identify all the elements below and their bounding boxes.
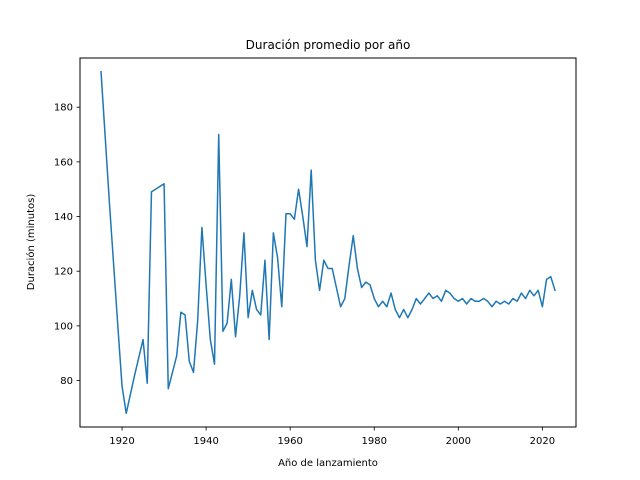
x-tick-label: 2000 [446, 436, 471, 447]
x-tick-label: 1980 [362, 436, 387, 447]
x-tick-label: 1960 [277, 436, 302, 447]
x-tick-label: 1920 [109, 436, 134, 447]
plot-area [100, 70, 556, 415]
series-line [100, 70, 556, 415]
x-tick-label: 1940 [193, 436, 218, 447]
y-axis-label: Duración (minutos) [25, 194, 37, 291]
x-axis: 1920 1940 1960 1980 2000 2020 [109, 427, 555, 447]
y-tick-label: 100 [54, 321, 73, 332]
y-tick-label: 140 [54, 212, 73, 223]
x-tick-label: 2020 [530, 436, 555, 447]
y-tick-label: 80 [60, 376, 73, 387]
chart-title: Duración promedio por año [246, 38, 411, 52]
axes-frame [79, 57, 577, 428]
y-tick-label: 160 [54, 157, 73, 168]
y-tick-label: 120 [54, 267, 73, 278]
y-axis: 80 100 120 140 160 180 [54, 103, 80, 387]
y-tick-label: 180 [54, 103, 73, 114]
x-axis-label: Año de lanzamiento [278, 458, 378, 469]
